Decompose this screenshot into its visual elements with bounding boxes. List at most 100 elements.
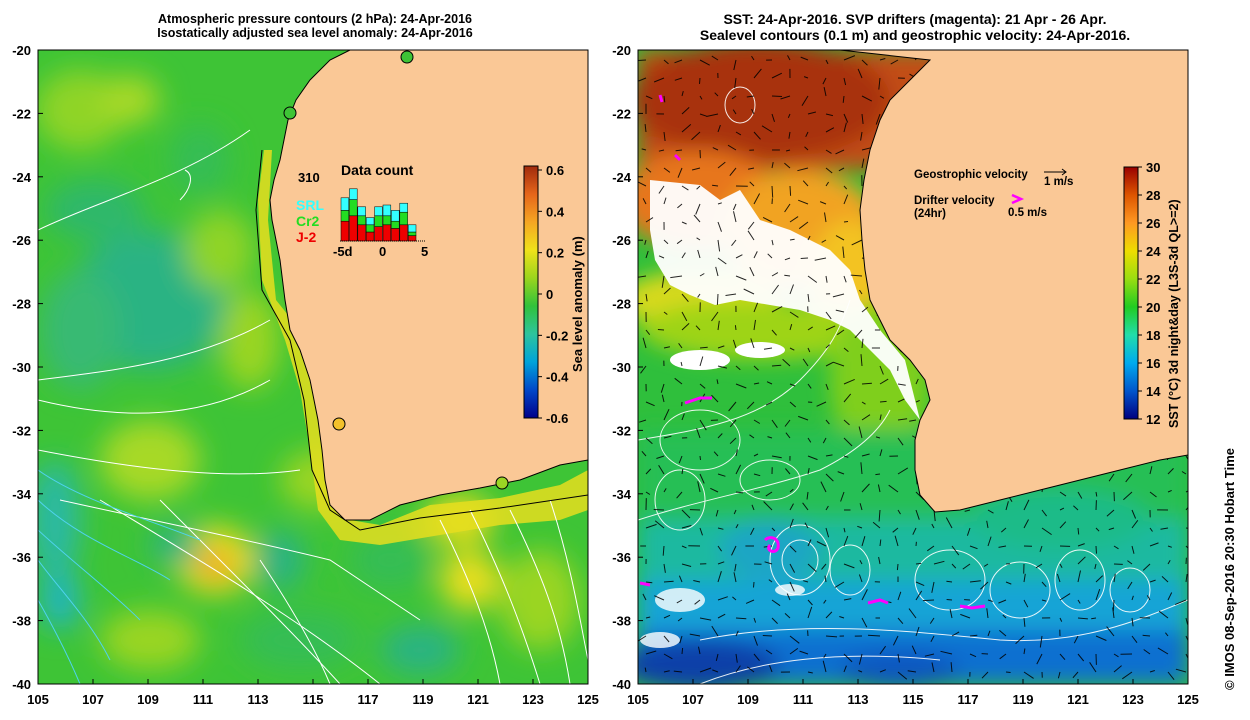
velocity-arrow — [663, 488, 667, 493]
velocity-arrow — [1035, 563, 1043, 569]
tide-gauge-marker — [283, 106, 297, 120]
x-tick-label: 109 — [137, 692, 159, 707]
velocity-arrow — [832, 293, 845, 298]
velocity-arrow — [879, 95, 885, 99]
velocity-arrow — [677, 167, 683, 178]
velocity-arrow — [733, 572, 737, 583]
velocity-arrow — [761, 125, 773, 133]
velocity-arrow — [712, 669, 719, 673]
velocity-arrow — [838, 167, 845, 172]
velocity-arrow — [823, 599, 827, 604]
velocity-arrow — [861, 306, 869, 313]
velocity-arrow — [1146, 595, 1151, 601]
right-title-line2: Sealevel contours (0.1 m) and geostrophi… — [699, 27, 1131, 43]
velocity-arrow — [843, 275, 847, 283]
velocity-arrow — [679, 635, 683, 644]
velocity-arrow — [807, 235, 811, 241]
velocity-arrow — [789, 647, 799, 655]
x-tick-label: 125 — [1177, 692, 1199, 707]
x-tick-label: 119 — [1013, 692, 1034, 707]
velocity-arrow — [717, 473, 726, 477]
sla-colorbar: 0.6 0.4 0.2 0 -0.2 -0.4 -0.6 Sea level anomaly… — [523, 163, 585, 426]
y-tick-label: -38 — [612, 614, 631, 629]
velocity-arrow — [712, 184, 719, 187]
velocity-arrow — [1000, 527, 1007, 533]
velocity-arrow — [908, 608, 917, 619]
velocity-arrow — [879, 669, 886, 673]
velocity-arrow — [653, 509, 665, 511]
velocity-arrow — [681, 525, 692, 529]
velocity-arrow — [823, 86, 827, 97]
velocity-arrow — [911, 645, 917, 655]
sla-field — [38, 70, 580, 675]
velocity-arrow — [789, 401, 797, 408]
colorbar-tick-label: -0.2 — [546, 328, 568, 343]
velocity-arrow — [1095, 545, 1097, 554]
velocity-arrow — [714, 92, 719, 97]
histogram-bar — [382, 204, 392, 217]
velocity-arrow — [735, 383, 747, 389]
velocity-arrow — [658, 464, 665, 475]
velocity-arrow — [677, 203, 683, 209]
velocity-arrow — [1057, 671, 1061, 679]
velocity-arrow — [894, 535, 899, 547]
velocity-arrow — [645, 468, 652, 475]
velocity-arrow — [786, 593, 791, 601]
velocity-arrow — [843, 598, 852, 601]
velocity-arrow — [803, 76, 809, 79]
velocity-arrow — [1185, 506, 1188, 511]
velocity-arrow — [1167, 592, 1173, 601]
velocity-arrow — [747, 230, 755, 241]
velocity-arrow — [805, 131, 809, 138]
velocity-arrow — [639, 419, 647, 423]
velocity-arrow — [933, 509, 936, 522]
velocity-arrow — [1142, 634, 1151, 637]
histogram-bar — [374, 226, 383, 242]
velocity-arrow — [717, 257, 727, 265]
colorbar-tick-label: 0.4 — [546, 204, 565, 219]
colorbar-tick-label: 24 — [1146, 244, 1161, 259]
velocity-arrow — [768, 579, 773, 583]
velocity-arrow — [681, 413, 685, 421]
velocity-arrow — [735, 131, 742, 136]
velocity-arrow — [851, 239, 863, 246]
velocity-arrow — [717, 545, 723, 552]
velocity-arrow — [835, 149, 845, 155]
sla-colorbar-label: Sea level anomaly (m) — [570, 236, 585, 372]
velocity-arrow — [861, 453, 870, 457]
velocity-arrow — [678, 343, 683, 349]
velocity-arrow — [843, 527, 846, 533]
velocity-arrow — [676, 239, 683, 245]
velocity-arrow — [711, 394, 719, 403]
velocity-arrow — [753, 453, 759, 457]
velocity-arrow — [1095, 588, 1101, 601]
sla-colorbar-gradient — [523, 165, 539, 419]
velocity-arrow — [843, 55, 856, 61]
velocity-arrow — [732, 203, 737, 211]
velocity-arrow — [663, 614, 671, 619]
velocity-arrow — [699, 346, 708, 349]
velocity-arrow — [750, 527, 755, 536]
velocity-arrow — [691, 131, 701, 141]
velocity-arrow — [824, 212, 827, 223]
velocity-arrow — [645, 437, 653, 445]
velocity-arrow — [949, 608, 953, 619]
x-tick-label: 105 — [27, 692, 49, 707]
velocity-arrow — [1059, 563, 1063, 568]
velocity-arrow — [1002, 614, 1007, 619]
velocity-arrow — [663, 653, 673, 660]
velocity-arrow — [699, 59, 710, 66]
velocity-arrow — [663, 435, 672, 439]
velocity-arrow — [765, 401, 773, 406]
y-tick-label: -20 — [612, 43, 631, 58]
velocity-arrow — [657, 329, 665, 331]
velocity-arrow — [1113, 545, 1119, 550]
velocity-arrow — [699, 419, 707, 431]
velocity-arrow — [875, 473, 881, 476]
velocity-arrow — [807, 437, 812, 443]
velocity-arrow — [803, 580, 809, 583]
velocity-arrow — [807, 599, 813, 606]
x-tick-label: 105 — [627, 692, 649, 707]
velocity-arrow — [843, 665, 847, 673]
velocity-arrow — [645, 650, 657, 655]
